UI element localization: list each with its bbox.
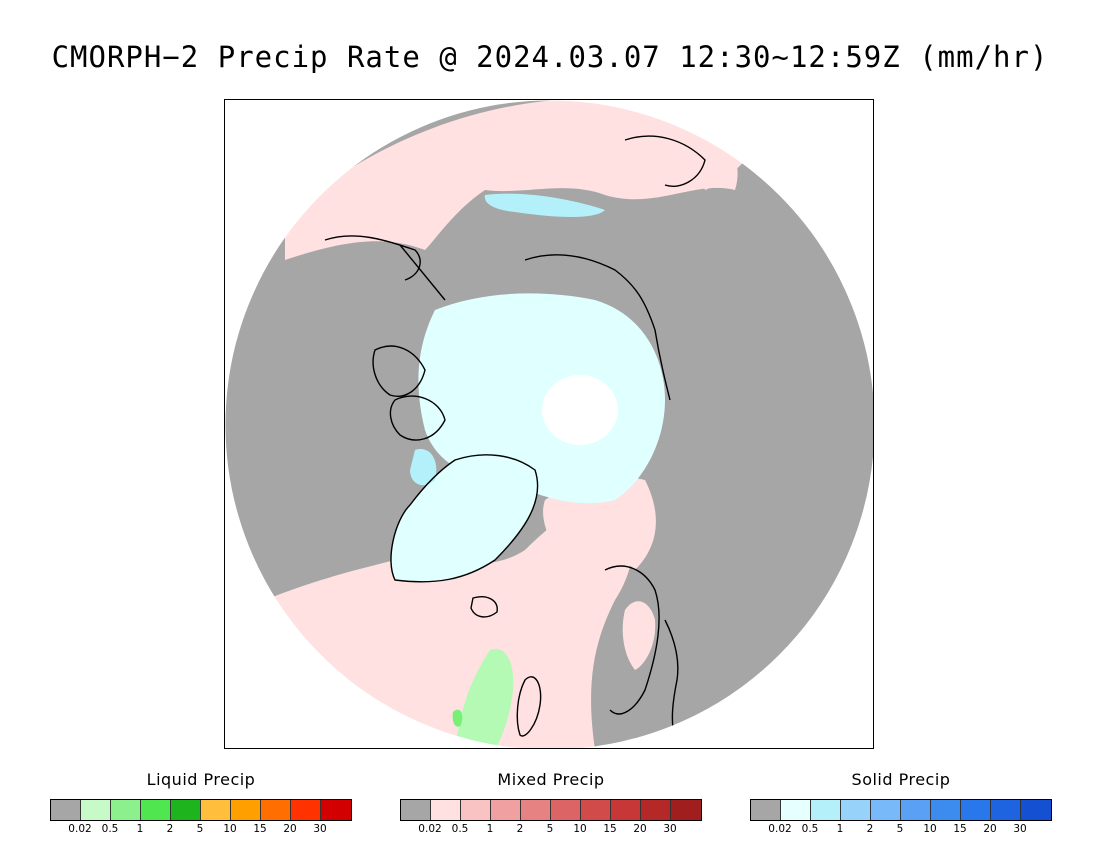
- legend-tick-label: 20: [983, 823, 997, 835]
- legend-tick-label: 2: [516, 823, 524, 835]
- legend-tick-label: 15: [953, 823, 967, 835]
- legend-tick-label: 0.5: [101, 823, 119, 835]
- legend-tick-label: 5: [896, 823, 904, 835]
- legend-mixed: Mixed Precip 0.02 0.5 1 2 5 10 15 20 30: [400, 770, 702, 835]
- legend-swatch: [871, 800, 901, 820]
- legend-tick-label: 10: [223, 823, 237, 835]
- legend-swatch: [291, 800, 321, 820]
- liquid-light-band: [455, 649, 514, 748]
- chukotka-coast: [624, 135, 706, 187]
- legend-tick-label: 0.02: [768, 823, 792, 835]
- legend-swatch: [51, 800, 81, 820]
- legend-tick-label: 0.02: [68, 823, 92, 835]
- legend-swatch: [401, 800, 431, 820]
- legend-tick-label: 15: [253, 823, 267, 835]
- pacific-mixed-region: [285, 100, 738, 260]
- coastlines: [324, 135, 706, 741]
- legend-swatch: [261, 800, 291, 820]
- canadian-islands-coast: [389, 395, 446, 441]
- atlantic-mixed-region: [265, 490, 634, 748]
- legend-swatch: [141, 800, 171, 820]
- siberia-coast: [524, 254, 671, 401]
- baltic-coast: [664, 619, 679, 741]
- polar-map: [224, 99, 874, 749]
- legend-swatch: [521, 800, 551, 820]
- legend-tick-label: 0.5: [801, 823, 819, 835]
- pole-no-data: [542, 375, 618, 445]
- legend-swatch: [581, 800, 611, 820]
- alaska-coast: [324, 235, 421, 281]
- legend-tick-label: 30: [663, 823, 677, 835]
- legend-swatch: [841, 800, 871, 820]
- scandinavia-coast: [604, 565, 660, 715]
- page-title: CMORPH−2 Precip Rate @ 2024.03.07 12:30∼…: [51, 40, 1049, 74]
- legend-swatch: [901, 800, 931, 820]
- legend-swatch: [431, 800, 461, 820]
- legend-colorbar: [400, 799, 702, 821]
- snow-lightblue-patch: [410, 449, 437, 486]
- legend-swatch: [81, 800, 111, 820]
- polar-map-canvas: [225, 100, 873, 748]
- legend-swatch: [201, 800, 231, 820]
- legend-swatch: [611, 800, 641, 820]
- legend-tick-label: 2: [866, 823, 874, 835]
- arctic-snow-region: [418, 293, 665, 504]
- legend-ticks: 0.02 0.5 1 2 5 10 15 20 30: [750, 821, 1052, 835]
- legend-swatch: [781, 800, 811, 820]
- greenland-coast: [390, 454, 539, 583]
- legend-swatch: [491, 800, 521, 820]
- legend-tick-label: 5: [196, 823, 204, 835]
- legend-swatch: [811, 800, 841, 820]
- legend-swatch: [1021, 800, 1051, 820]
- canadian-archipelago-coast: [372, 345, 426, 397]
- legend-ticks: 0.02 0.5 1 2 5 10 15 20 30: [400, 821, 702, 835]
- legend-title: Solid Precip: [851, 770, 951, 789]
- legend-swatch: [231, 800, 261, 820]
- liquid-green-spot: [452, 709, 463, 727]
- legend-colorbar: [750, 799, 1052, 821]
- legend-tick-label: 15: [603, 823, 617, 835]
- legend-swatch: [931, 800, 961, 820]
- legend-ticks: 0.02 0.5 1 2 5 10 15 20 30: [50, 821, 352, 835]
- legend-swatch: [461, 800, 491, 820]
- legend-tick-label: 20: [633, 823, 647, 835]
- legend-tick-label: 0.5: [451, 823, 469, 835]
- uk-coast: [516, 676, 542, 737]
- legend-title: Liquid Precip: [146, 770, 256, 789]
- legend-solid: Solid Precip 0.02 0.5 1 2 5 10 15 20 30: [750, 770, 1052, 835]
- legend-liquid: Liquid Precip 0.02 0.5 1 2 5 10 15 20 30: [50, 770, 352, 835]
- legend-swatch: [641, 800, 671, 820]
- legend-tick-label: 30: [1013, 823, 1027, 835]
- legend-swatch: [751, 800, 781, 820]
- legend-swatch: [551, 800, 581, 820]
- scandinavia-mixed: [622, 601, 656, 670]
- legend-swatch: [961, 800, 991, 820]
- legend-tick-label: 1: [486, 823, 494, 835]
- iceland-coast: [470, 596, 498, 618]
- legend-tick-label: 30: [313, 823, 327, 835]
- legend-tick-label: 2: [166, 823, 174, 835]
- snow-lightblue-strip: [484, 193, 605, 217]
- legend-tick-label: 10: [573, 823, 587, 835]
- legend-swatch: [171, 800, 201, 820]
- legend-swatch: [111, 800, 141, 820]
- legend-tick-label: 1: [136, 823, 144, 835]
- legend-swatch: [321, 800, 351, 820]
- legend-swatch: [991, 800, 1021, 820]
- legend-colorbar: [50, 799, 352, 821]
- legend-tick-label: 0.02: [418, 823, 442, 835]
- legend-tick-label: 20: [283, 823, 297, 835]
- canada-alaska-border: [399, 244, 446, 301]
- legend-tick-label: 5: [546, 823, 554, 835]
- legend-title: Mixed Precip: [497, 770, 605, 789]
- legend-tick-label: 10: [923, 823, 937, 835]
- legend-tick-label: 1: [836, 823, 844, 835]
- greenland-snow: [390, 454, 538, 582]
- legend-swatch: [671, 800, 701, 820]
